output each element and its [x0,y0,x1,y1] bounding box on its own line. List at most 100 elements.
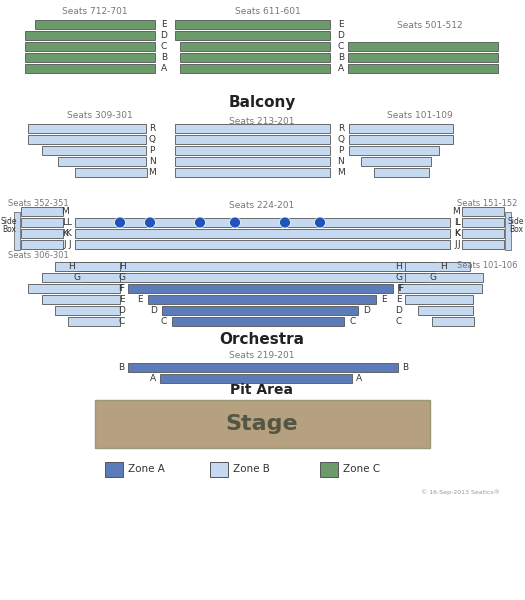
Bar [25,64,155,73]
Text: B: B [338,53,344,62]
Text: Box: Box [509,224,523,233]
Text: N: N [338,157,344,166]
Text: P: P [149,146,155,155]
Bar [405,262,470,271]
Text: M: M [61,207,69,216]
Bar [462,207,504,216]
Text: Side: Side [508,217,524,226]
Text: P: P [338,146,344,155]
Text: ♿: ♿ [146,218,153,227]
Text: C: C [119,317,125,326]
Text: ♿: ♿ [196,218,204,227]
Text: D: D [363,306,370,315]
Bar [128,363,398,372]
Text: J: J [64,240,66,249]
Bar [42,295,120,304]
Bar [462,229,504,238]
Bar [405,273,483,282]
Ellipse shape [314,217,326,228]
Text: G: G [430,273,437,282]
Text: E: E [138,295,143,304]
Bar [75,240,450,249]
Text: R: R [149,124,155,133]
Text: Seats 309-301: Seats 309-301 [67,110,133,119]
Text: L: L [454,218,459,227]
Bar [432,317,474,326]
Text: Seats 101-109: Seats 101-109 [387,110,453,119]
Text: Seats 219-201: Seats 219-201 [229,350,295,359]
Text: D: D [150,306,157,315]
Bar [28,124,146,133]
Text: Q: Q [149,135,155,144]
Bar [21,229,63,238]
Text: L: L [62,218,68,227]
Bar [210,462,228,477]
Bar [148,295,376,304]
Text: C: C [396,317,402,326]
Bar [58,157,146,166]
Text: Pit Area: Pit Area [230,383,293,397]
Bar [75,218,450,227]
Text: Box: Box [2,224,16,233]
Bar [128,284,393,293]
Bar [349,135,453,144]
Text: J: J [454,240,457,249]
Bar [175,31,330,40]
Text: Stage: Stage [226,414,298,434]
Bar [35,20,155,29]
Text: B: B [161,53,167,62]
Text: Side: Side [1,217,17,226]
Bar [75,168,147,177]
Text: H: H [395,262,402,271]
Text: E: E [161,20,167,29]
Bar [175,135,330,144]
Bar [462,240,504,249]
Text: L: L [455,218,460,227]
Text: Zone C: Zone C [343,464,380,475]
Bar [160,374,352,383]
Bar [21,240,63,249]
Text: E: E [119,295,125,304]
Text: Q: Q [338,135,344,144]
Text: J: J [457,240,460,249]
Bar [55,306,120,315]
Text: G: G [395,273,402,282]
Bar [505,212,511,250]
Bar [21,207,63,216]
Text: F: F [120,284,124,293]
Text: Balcony: Balcony [228,95,296,110]
Text: Zone A: Zone A [128,464,165,475]
Text: E: E [396,295,402,304]
Bar [180,53,330,62]
Text: B: B [402,363,408,372]
Bar [42,146,146,155]
Text: K: K [454,229,460,238]
Text: B: B [118,363,124,372]
Text: M: M [337,168,345,177]
Text: K: K [65,229,71,238]
Ellipse shape [144,217,155,228]
Text: A: A [356,374,362,383]
Text: C: C [338,42,344,51]
Bar [162,306,358,315]
Bar [95,400,430,448]
Text: ♿: ♿ [281,218,288,227]
Bar [85,273,425,282]
Text: K: K [62,229,68,238]
Text: N: N [149,157,155,166]
Bar [21,218,63,227]
Text: A: A [338,64,344,73]
Text: ♿: ♿ [317,218,323,227]
Text: © 16-Sep-2013 Seatics®: © 16-Sep-2013 Seatics® [421,489,500,495]
Bar [80,262,435,271]
Text: ♿: ♿ [117,218,123,227]
Ellipse shape [194,217,205,228]
Text: H: H [68,262,75,271]
Text: Seats 501-512: Seats 501-512 [397,22,463,31]
Text: D: D [119,306,125,315]
Bar [320,462,338,477]
Bar [180,42,330,51]
Bar [175,157,330,166]
Text: G: G [119,273,125,282]
Bar [105,462,123,477]
